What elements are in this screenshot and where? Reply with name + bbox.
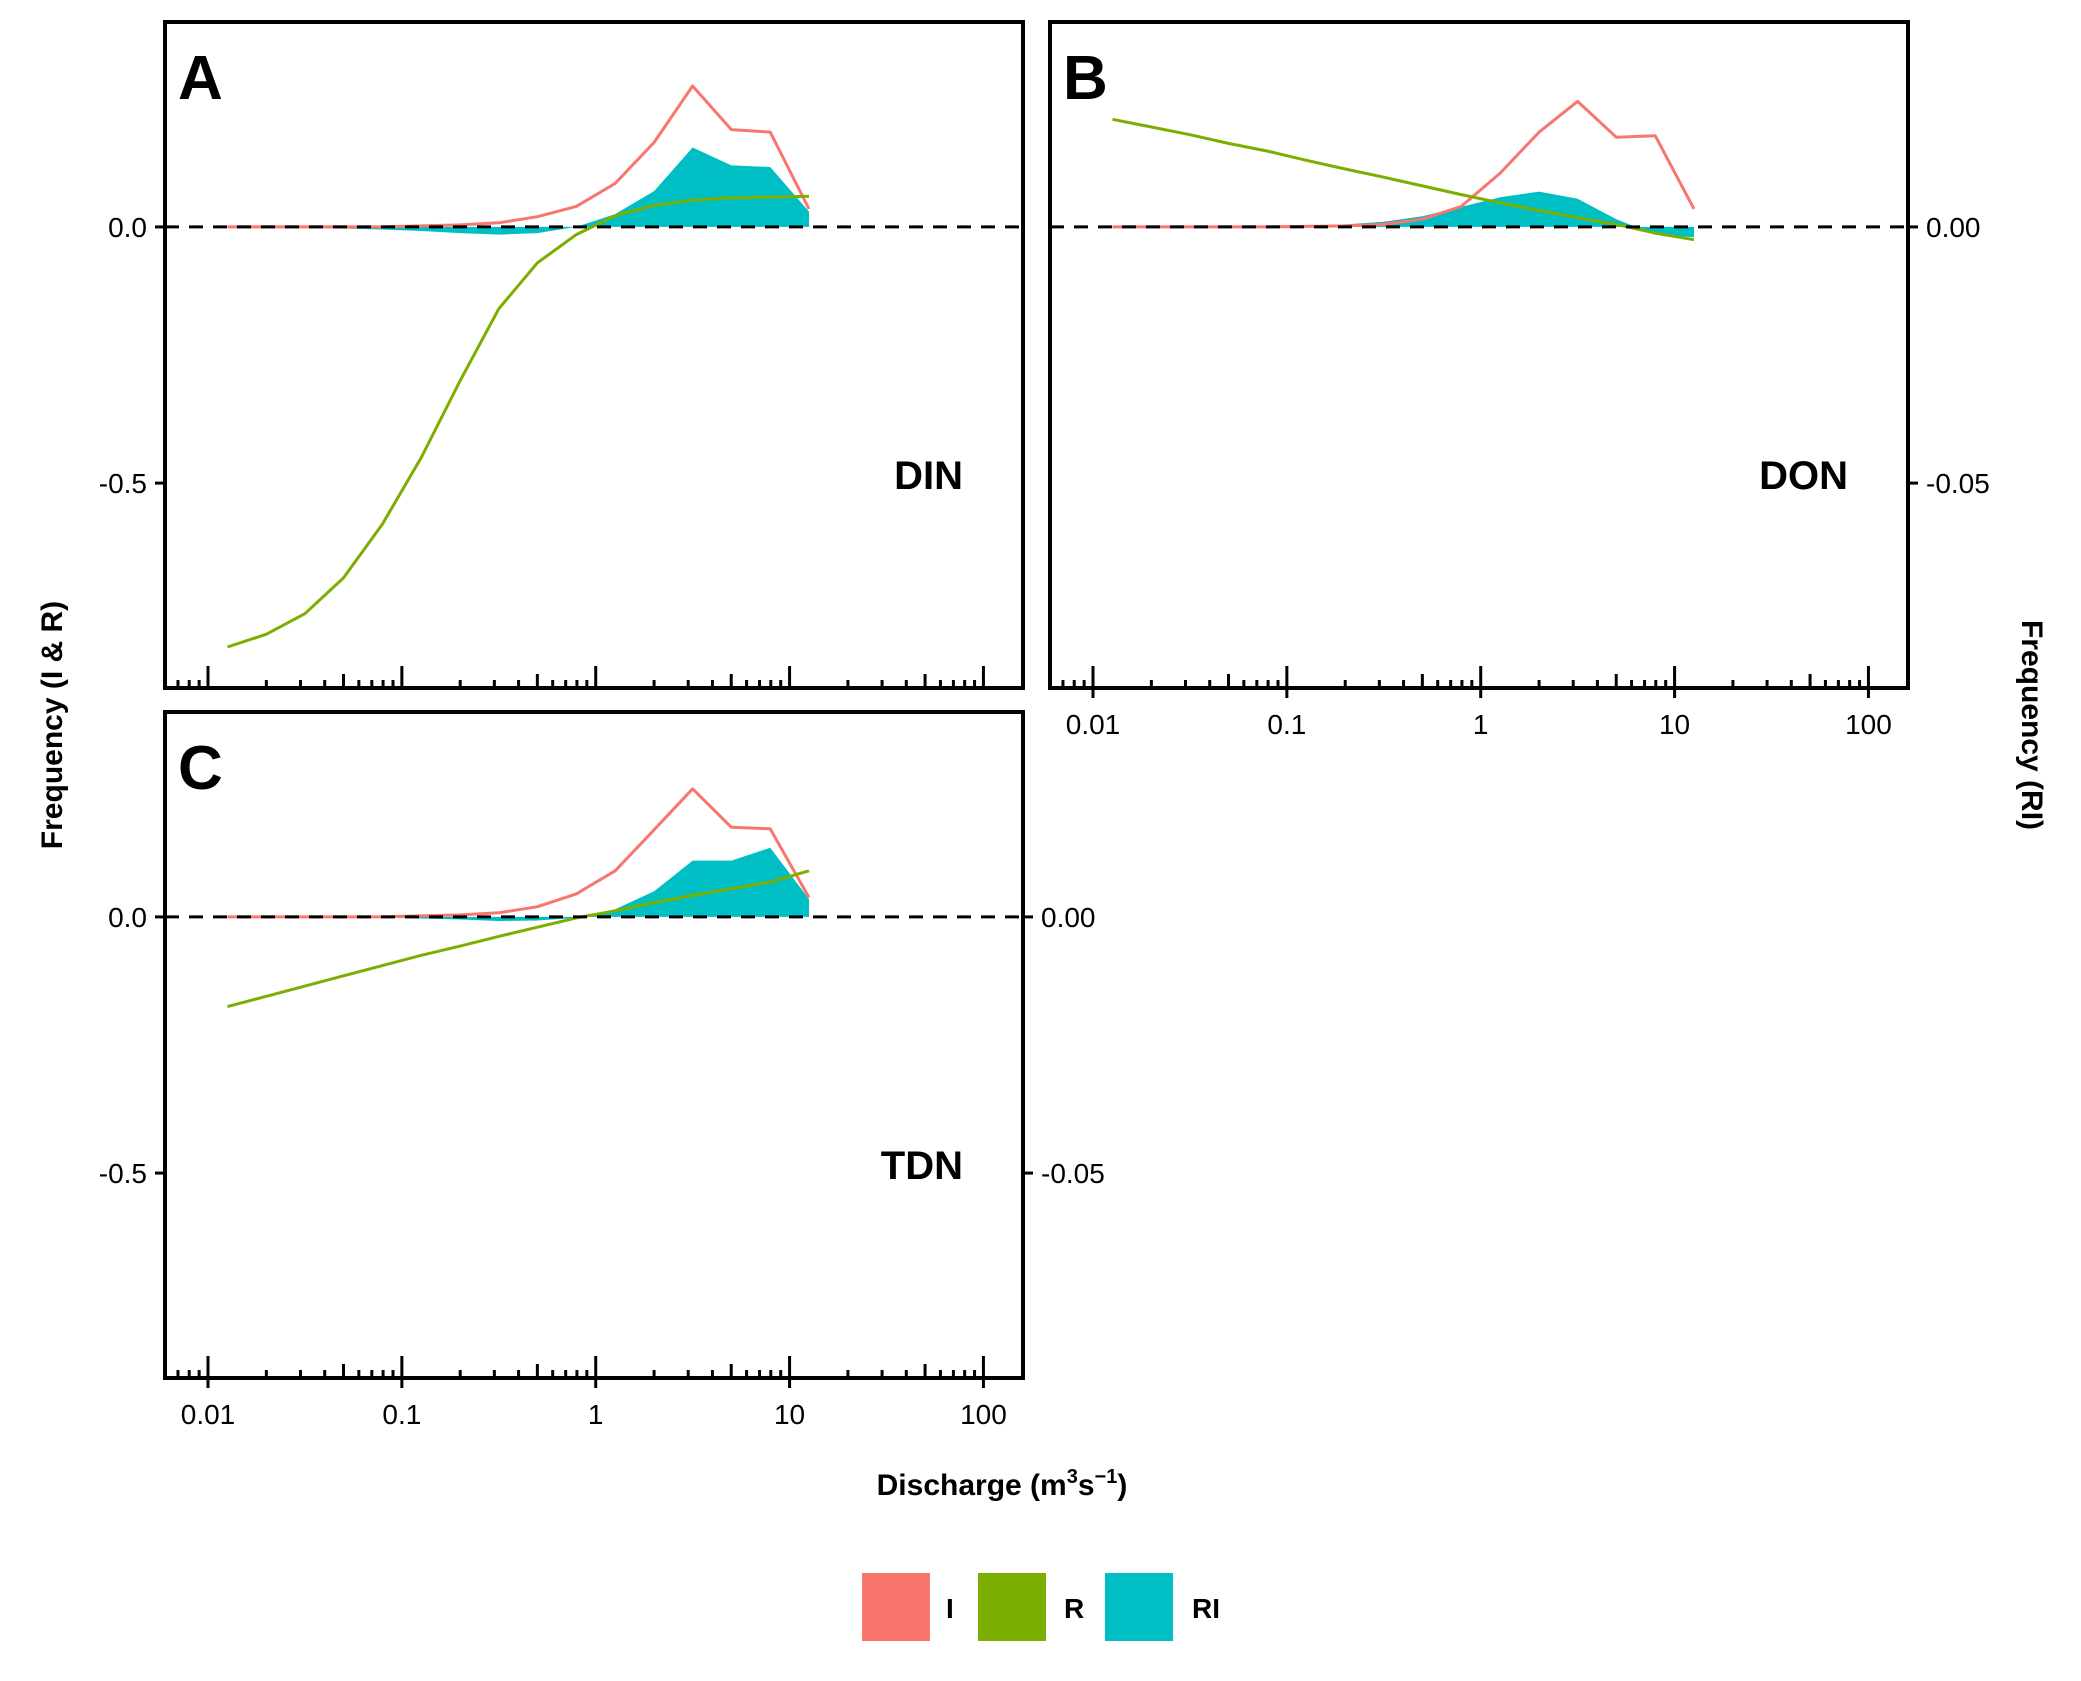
series-I-line-C <box>227 787 811 919</box>
x-tick-label: 0.01 <box>1066 709 1121 740</box>
panel-frame-B <box>1048 20 1910 690</box>
series-R-line-C <box>227 869 810 1009</box>
plot-area-A <box>165 84 1023 649</box>
y-right-tick-label: 0.00 <box>1041 902 1096 933</box>
x-tick-label: 10 <box>1659 709 1690 740</box>
y-right-tick-label: -0.05 <box>1926 468 1990 499</box>
series-R-line-A <box>227 194 810 649</box>
y-left-tick-label: -0.5 <box>99 1158 147 1189</box>
x-axis-title-sup-minus1: −1 <box>1095 1466 1118 1488</box>
legend: I R RI <box>862 1573 1220 1641</box>
panel-label-B: DON <box>1759 454 1848 498</box>
series-RI-area-A <box>227 147 809 235</box>
x-tick-label: 1 <box>1473 709 1489 740</box>
x-axis-title-end: ) <box>1117 1469 1127 1502</box>
plot-area-B <box>1050 99 1908 242</box>
panel-letter-C: C <box>178 734 223 803</box>
legend-label-I: I <box>946 1593 954 1624</box>
series-I-line-B <box>1112 99 1696 229</box>
panel-A: A DIN 0.0 -0.5 <box>99 20 1025 690</box>
x-axis-title: Discharge (m3s−1) <box>877 1466 1128 1502</box>
x-axis-title-s: s <box>1078 1469 1095 1502</box>
series-RI-area-C <box>227 847 809 921</box>
y-left-axis-title: Frequency (I & R) <box>36 601 69 849</box>
panel-frame-A <box>163 20 1025 690</box>
panel-label-A: DIN <box>894 454 963 498</box>
x-tick-label: 100 <box>960 1399 1007 1430</box>
panel-C: C TDN 0.01 0.1 1 10 100 0.0 -0.5 0.00 -0.05 <box>99 710 1105 1430</box>
x-tick-label: 1 <box>588 1399 604 1430</box>
x-axis-title-main: Discharge (m <box>877 1469 1067 1502</box>
x-tick-label: 100 <box>1845 709 1892 740</box>
panel-label-C: TDN <box>881 1144 963 1188</box>
series-RI-area-B <box>1112 191 1694 238</box>
panel-letter-B: B <box>1063 44 1108 113</box>
panel-B: B DON 0.01 0.1 1 10 100 0.00 -0.05 <box>1048 20 1990 740</box>
y-right-tick-label: -0.05 <box>1041 1158 1105 1189</box>
y-left-tick-label: 0.0 <box>108 212 147 243</box>
series-R-line-B <box>1112 117 1695 242</box>
panel-frame-C <box>163 710 1025 1380</box>
x-tick-label: 0.01 <box>181 1399 236 1430</box>
legend-label-RI: RI <box>1192 1593 1220 1624</box>
series-I-line-A <box>227 84 811 229</box>
x-axis-title-sup-3: 3 <box>1067 1466 1078 1488</box>
plot-area-C <box>165 787 1023 1009</box>
x-tick-label: 0.1 <box>382 1399 421 1430</box>
x-tick-label: 10 <box>774 1399 805 1430</box>
legend-swatch-I <box>862 1573 930 1641</box>
legend-swatch-R <box>978 1573 1046 1641</box>
y-right-axis-title: Frequency (RI) <box>2015 620 2048 830</box>
legend-swatch-RI <box>1105 1573 1173 1641</box>
y-left-tick-label: -0.5 <box>99 468 147 499</box>
y-left-tick-label: 0.0 <box>108 902 147 933</box>
x-tick-label: 0.1 <box>1267 709 1306 740</box>
y-right-tick-label: 0.00 <box>1926 212 1981 243</box>
panel-letter-A: A <box>178 44 223 113</box>
legend-label-R: R <box>1064 1593 1084 1624</box>
